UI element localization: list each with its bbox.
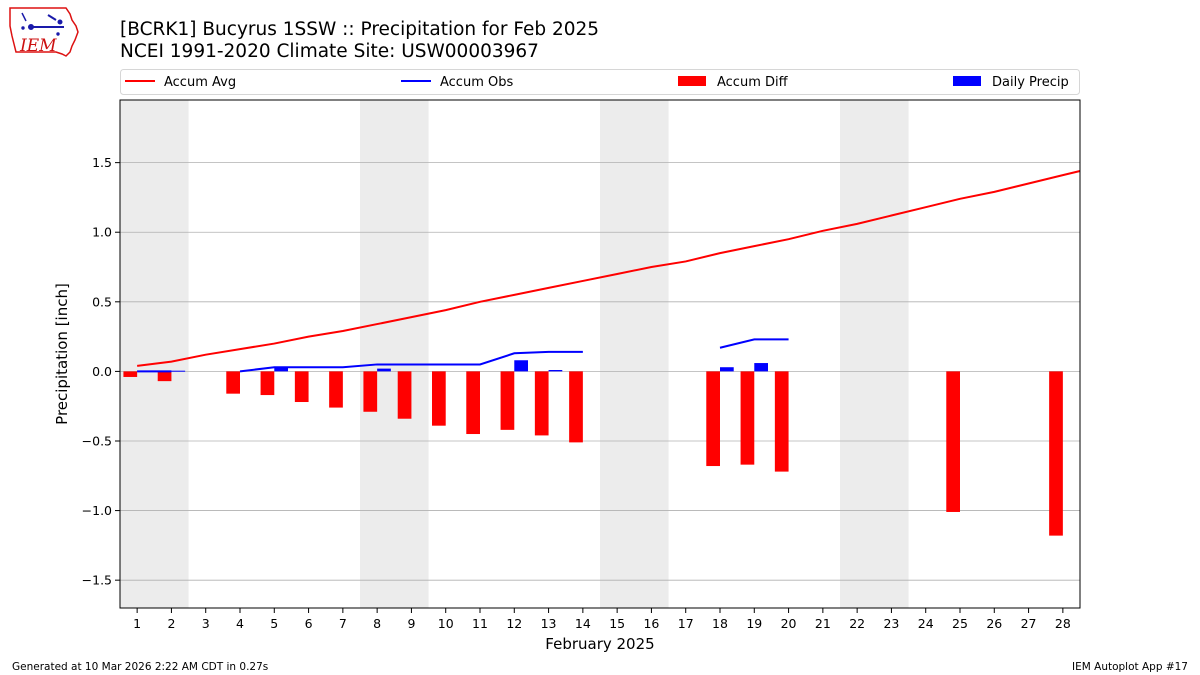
x-axis-label: February 2025 [545, 635, 654, 653]
x-tick-label: 19 [746, 616, 762, 631]
x-tick-label: 4 [236, 616, 244, 631]
accum-diff-bar [363, 371, 378, 412]
daily-precip-bar [171, 370, 186, 372]
x-tick-label: 18 [712, 616, 728, 631]
iem-logo: IEM [9, 7, 79, 57]
accum-diff-bar [466, 371, 480, 435]
daily-precip-bar [274, 367, 288, 372]
footer-generated-text: Generated at 10 Mar 2026 2:22 AM CDT in … [12, 661, 268, 673]
accum-diff-bar [226, 371, 240, 394]
y-axis-label: Precipitation [inch] [53, 283, 71, 425]
plot-frame [119, 99, 1081, 609]
daily-precip-bar [377, 368, 391, 372]
y-tick-label: −0.5 [82, 433, 112, 448]
x-tick-label: 27 [1021, 616, 1037, 631]
accum-diff-bar [432, 371, 446, 426]
weekend-shade [840, 100, 909, 608]
accum-diff-bar [774, 371, 789, 472]
chart-subtitle: NCEI 1991-2020 Climate Site: USW00003967 [120, 41, 539, 62]
x-tick-label: 7 [339, 616, 347, 631]
x-tick-label: 13 [541, 616, 557, 631]
legend-label-obs: Accum Obs [440, 75, 513, 90]
legend-label-diff: Accum Diff [717, 75, 789, 90]
x-tick-label: 5 [270, 616, 278, 631]
x-tick-label: 11 [472, 616, 488, 631]
x-tick-label: 6 [305, 616, 313, 631]
y-tick-label: 1.5 [92, 155, 112, 170]
x-tick-label: 1 [133, 616, 141, 631]
footer-app-text: IEM Autoplot App #17 [1072, 661, 1188, 673]
x-tick-label: 8 [373, 616, 381, 631]
x-tick-label: 15 [609, 616, 625, 631]
weekend-shade [120, 100, 189, 608]
accum-diff-bar [397, 371, 412, 419]
x-tick-label: 14 [575, 616, 591, 631]
x-tick-label: 26 [986, 616, 1002, 631]
accum-diff-bar [260, 371, 275, 396]
x-tick-label: 17 [678, 616, 694, 631]
y-tick-label: 0.0 [92, 364, 112, 379]
weekend-shade [600, 100, 669, 608]
accum-diff-bar [740, 371, 755, 465]
accum-diff-bar [123, 371, 138, 377]
legend-label-avg: Accum Avg [164, 75, 236, 90]
x-tick-label: 3 [202, 616, 210, 631]
y-tick-label: 0.5 [92, 294, 112, 309]
accum-diff-bar [569, 371, 583, 443]
daily-precip-bar [720, 367, 734, 372]
legend: Accum Avg Accum Obs Accum Diff Daily Precip [120, 69, 1080, 95]
legend-box [120, 69, 1080, 95]
y-tick-label: 1.0 [92, 225, 112, 240]
accum-diff-bar [946, 371, 960, 512]
x-tick-label: 2 [167, 616, 175, 631]
accum-diff-bar [294, 371, 309, 403]
x-tick-label: 23 [883, 616, 899, 631]
accum-diff-bar [706, 371, 720, 467]
weekend-shade [360, 100, 429, 608]
logo-text: IEM [19, 36, 57, 56]
x-tick-label: 20 [781, 616, 797, 631]
x-tick-label: 10 [438, 616, 454, 631]
accum-diff-bar [329, 371, 343, 408]
x-tick-label: 25 [952, 616, 968, 631]
plot-area: −1.5−1.0−0.50.00.51.01.51 2 3 4 5 6 7 8 9 10 11 12 1… [82, 99, 1081, 631]
accum-obs-line [719, 338, 789, 349]
x-tick-label: 21 [815, 616, 831, 631]
x-tick-label: 16 [643, 616, 659, 631]
x-tick-label: 22 [849, 616, 865, 631]
x-tick-label: 12 [506, 616, 522, 631]
chart-title: [BCRK1] Bucyrus 1SSW :: Precipitation fo… [120, 19, 599, 40]
daily-precip-bar [514, 360, 528, 372]
daily-precip-bar [754, 363, 768, 372]
weather-icon [21, 12, 64, 36]
accum-diff-bar [534, 371, 549, 436]
accum-avg-line [137, 170, 1081, 367]
accum-diff-bar [157, 371, 172, 382]
y-tick-label: −1.5 [82, 573, 112, 588]
accum-diff-bar [500, 371, 515, 430]
legend-label-daily: Daily Precip [992, 75, 1069, 90]
legend-swatch-diff [678, 76, 706, 86]
accum-obs-line [239, 350, 583, 373]
y-tick-label: −1.0 [82, 503, 112, 518]
x-tick-label: 24 [918, 616, 934, 631]
accum-diff-bar [1049, 371, 1063, 536]
daily-precip-bar [548, 370, 563, 372]
legend-swatch-daily [953, 76, 981, 86]
x-tick-label: 28 [1055, 616, 1071, 631]
x-tick-label: 9 [407, 616, 415, 631]
